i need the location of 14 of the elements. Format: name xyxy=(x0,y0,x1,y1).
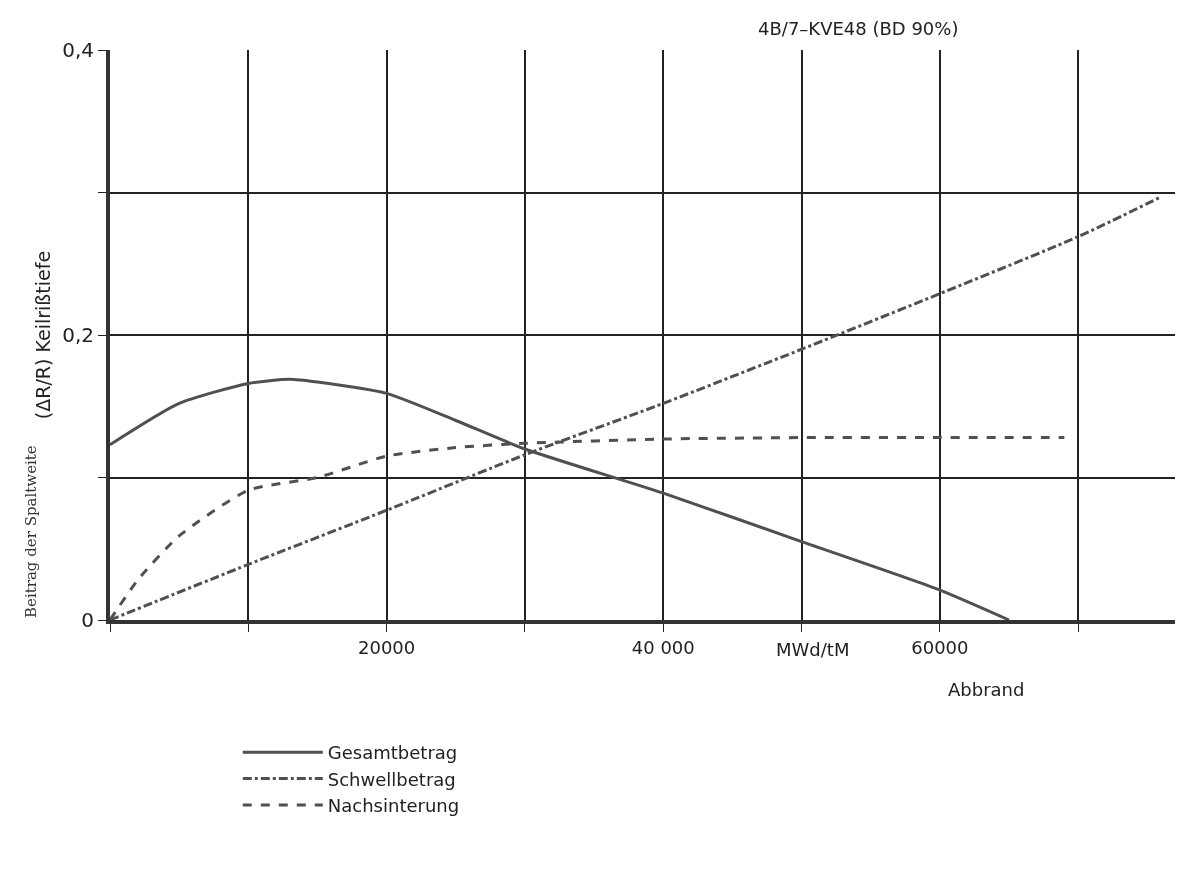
text: Beitrag der Spaltweite xyxy=(21,445,40,618)
y-tick-label: 0,4 xyxy=(62,38,94,62)
y-tick-label: 0,2 xyxy=(62,323,94,347)
x-tick-label: 20000 xyxy=(357,636,416,658)
chart-title: 4B/7–KVE48 (BD 90%) xyxy=(758,17,959,39)
x-tick-label: 40 000 xyxy=(631,636,695,658)
legend-label: Gesamtbetrag xyxy=(327,742,458,764)
x-tick-label: 60000 xyxy=(911,636,969,658)
text: MWd/tM xyxy=(776,639,850,660)
legend-label: Schwellbetrag xyxy=(327,768,456,790)
y-axis-title: (ΔR/R) Keilrißtiefe xyxy=(31,250,54,420)
legend-label: Nachsinterung xyxy=(327,795,460,817)
x-axis-title: Abbrand xyxy=(948,679,1025,700)
y-tick-label: 0 xyxy=(81,608,94,632)
